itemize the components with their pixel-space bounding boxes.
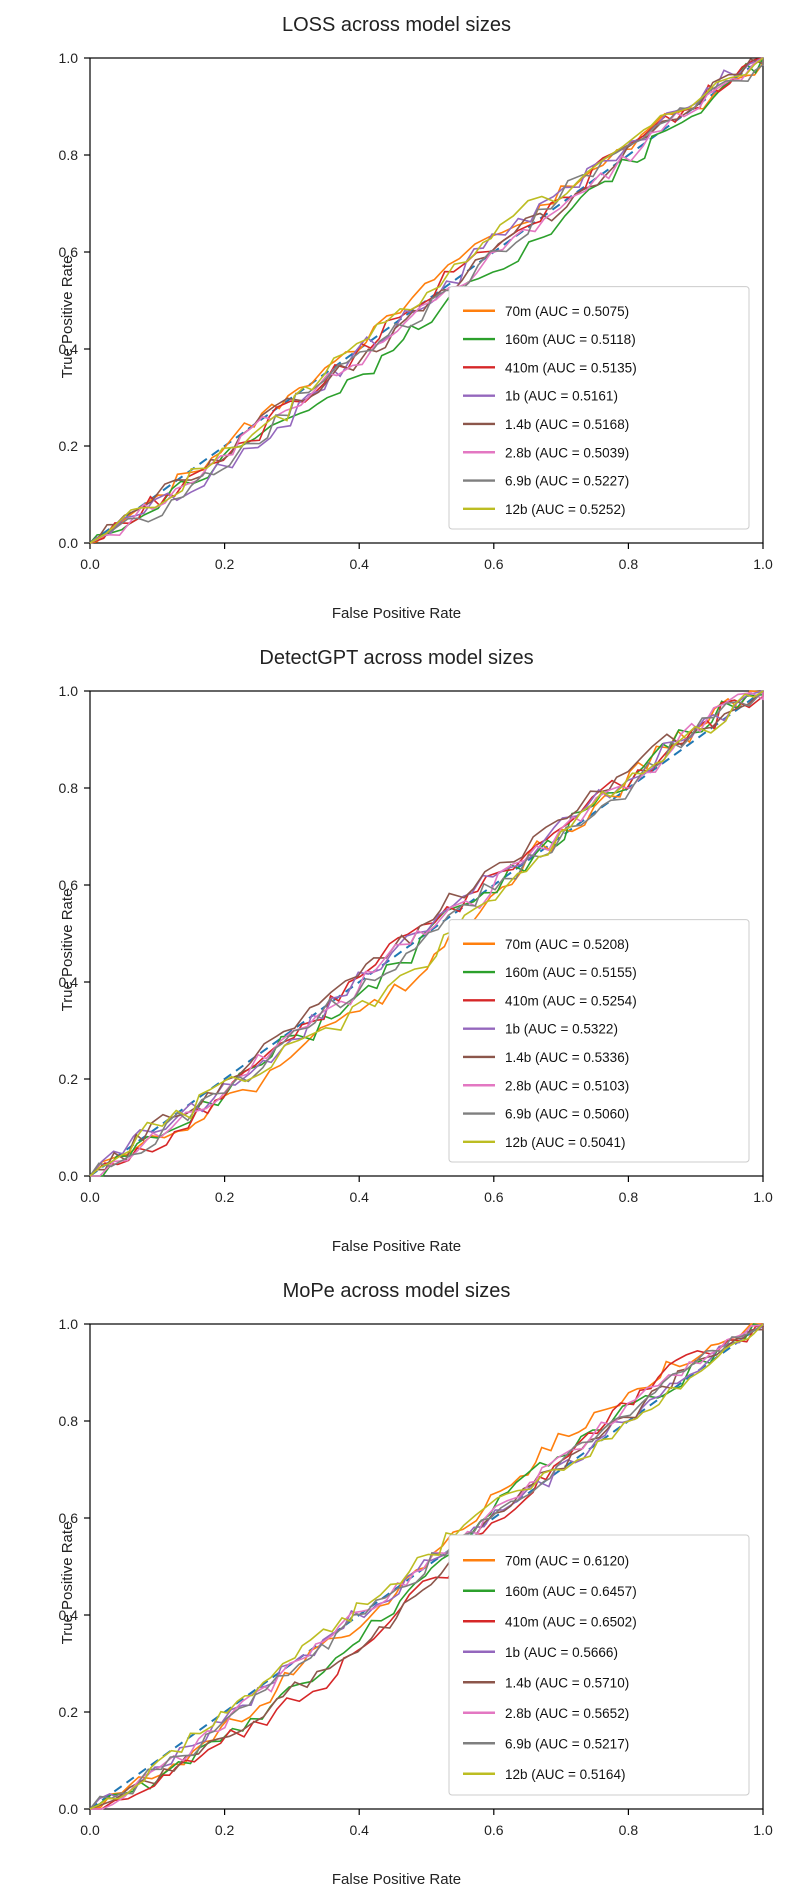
legend-label-160m: 160m (AUC = 0.5155) [505,965,637,980]
plot-area-1[interactable]: 0.0 0.2 0.4 0.6 0.8 1.0 0.0 0.2 0.4 0.6 0.8 1.0 70m … [0,676,793,1236]
x-tick-label: 0.8 [619,1822,639,1838]
roc-svg-0: 0.0 0.2 0.4 0.6 0.8 1.00.00.20.40.60.81.070m … [0,43,793,603]
chart-title-0: LOSS across model sizes [0,0,793,43]
legend-label-12b: 12b (AUC = 0.5252) [505,502,625,517]
x-tick-label: 0.0 [80,1822,100,1838]
legend-label-6_9b: 6.9b (AUC = 0.5217) [505,1736,629,1751]
legend-label-12b: 12b (AUC = 0.5041) [505,1135,625,1150]
legend-label-2_8b: 2.8b (AUC = 0.5652) [505,1706,629,1721]
legend-label-1_4b: 1.4b (AUC = 0.5336) [505,1050,629,1065]
legend-label-160m: 160m (AUC = 0.6457) [505,1584,637,1599]
x-tick-label: 0.8 [619,556,639,572]
subplot-container-2: MoPe across model sizes 0.0 0.2 0.4 0.6 0.8 1… [0,1266,793,1899]
legend-label-6_9b: 6.9b (AUC = 0.5060) [505,1107,629,1122]
x-tick-label: 0.4 [349,556,369,572]
plot-area-0[interactable]: 0.0 0.2 0.4 0.6 0.8 1.0 0.0 0.2 0.4 0.6 0.8 1.0 70m … [0,43,793,603]
y-tick-label: 0.8 [59,780,79,796]
legend-label-6_9b: 6.9b (AUC = 0.5227) [505,474,629,489]
y-tick-label: 0.0 [59,535,79,551]
y-tick-label: 0.0 [59,1168,79,1184]
y-tick-label: 1.0 [59,683,79,699]
legend-label-410m: 410m (AUC = 0.6502) [505,1614,637,1629]
legend-label-160m: 160m (AUC = 0.5118) [505,332,636,347]
y-tick-label: 0.2 [59,1071,79,1087]
x-tick-label: 1.0 [753,556,773,572]
roc-figure: LOSS across model sizes 0.0 0.2 0.4 0.6 0.8 1… [0,0,793,1901]
y-tick-label: 0.8 [59,1413,79,1429]
x-tick-label: 0.2 [215,556,235,572]
legend-box[interactable] [449,287,749,529]
x-tick-label: 1.0 [753,1822,773,1838]
x-tick-label: 0.0 [80,556,100,572]
x-tick-label: 0.6 [484,1189,504,1205]
x-tick-label: 0.2 [215,1189,235,1205]
roc-svg-1: 0.0 0.2 0.4 0.6 0.8 1.00.00.20.40.60.81.070m … [0,676,793,1236]
roc-svg-2: 0.0 0.2 0.4 0.6 0.8 1.00.00.20.40.60.81.070m … [0,1309,793,1869]
legend-box[interactable] [449,920,749,1162]
plot-area-2[interactable]: 0.0 0.2 0.4 0.6 0.8 1.0 0.0 0.2 0.4 0.6 0.8 1.0 70m … [0,1309,793,1869]
x-tick-label: 0.6 [484,1822,504,1838]
legend-label-12b: 12b (AUC = 0.5164) [505,1767,625,1782]
legend-label-70m: 70m (AUC = 0.5208) [505,937,629,952]
x-tick-label: 0.4 [349,1822,369,1838]
x-tick-label: 0.0 [80,1189,100,1205]
y-tick-label: 1.0 [59,50,79,66]
legend-label-1_4b: 1.4b (AUC = 0.5168) [505,417,629,432]
chart-title-2: MoPe across model sizes [0,1266,793,1309]
legend-label-70m: 70m (AUC = 0.5075) [505,304,629,319]
x-tick-label: 1.0 [753,1189,773,1205]
y-tick-label: 0.2 [59,438,79,454]
legend-label-1b: 1b (AUC = 0.5666) [505,1645,618,1660]
y-axis-label-0: True Positive Rate [59,255,76,378]
legend-label-1b: 1b (AUC = 0.5322) [505,1022,618,1037]
legend-label-2_8b: 2.8b (AUC = 0.5039) [505,445,629,460]
y-axis-label-2: True Positive Rate [59,1521,76,1644]
legend-label-1b: 1b (AUC = 0.5161) [505,389,618,404]
legend-label-410m: 410m (AUC = 0.5254) [505,993,637,1008]
x-tick-label: 0.2 [215,1822,235,1838]
legend-label-70m: 70m (AUC = 0.6120) [505,1553,629,1568]
x-tick-label: 0.6 [484,556,504,572]
x-axis-label-0: False Positive Rate [0,605,793,622]
y-tick-label: 0.2 [59,1704,79,1720]
y-axis-label-1: True Positive Rate [59,888,76,1011]
subplot-container-0: LOSS across model sizes 0.0 0.2 0.4 0.6 0.8 1… [0,0,793,633]
legend-box[interactable] [449,1535,749,1795]
x-tick-label: 0.8 [619,1189,639,1205]
y-tick-label: 1.0 [59,1316,79,1332]
legend-label-2_8b: 2.8b (AUC = 0.5103) [505,1078,629,1093]
chart-title-1: DetectGPT across model sizes [0,633,793,676]
legend-label-1_4b: 1.4b (AUC = 0.5710) [505,1675,629,1690]
y-tick-label: 0.8 [59,147,79,163]
subplot-container-1: DetectGPT across model sizes 0.0 0.2 0.4 0.… [0,633,793,1266]
x-axis-label-1: False Positive Rate [0,1238,793,1255]
x-axis-label-2: False Positive Rate [0,1871,793,1888]
y-tick-label: 0.0 [59,1801,79,1817]
x-tick-label: 0.4 [349,1189,369,1205]
legend-label-410m: 410m (AUC = 0.5135) [505,360,637,375]
